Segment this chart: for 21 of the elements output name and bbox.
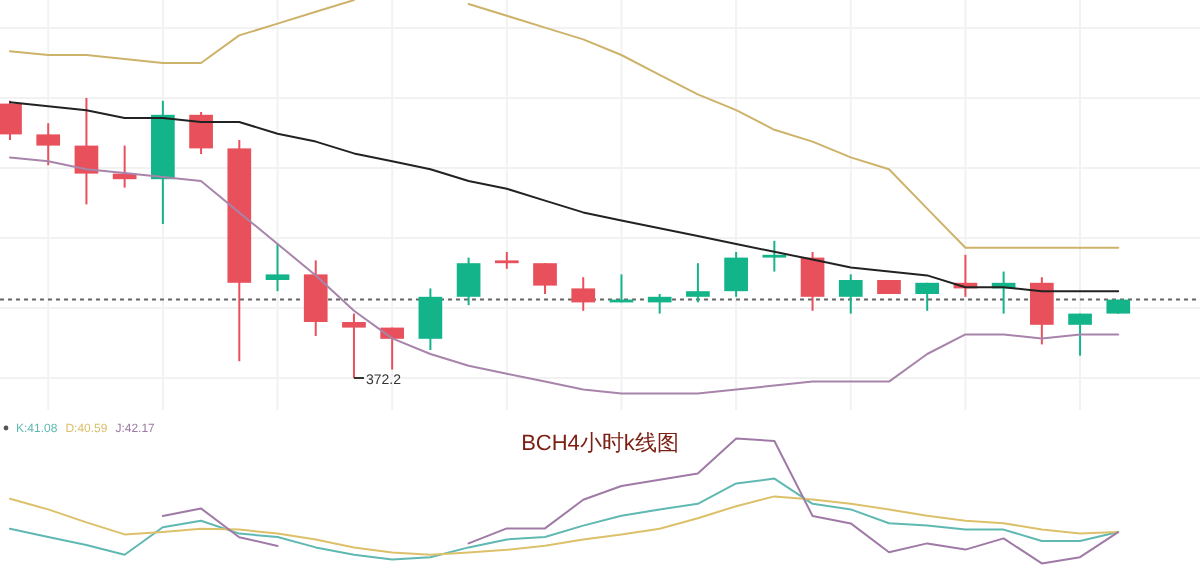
candlestick <box>303 259 328 337</box>
candlestick <box>74 97 99 206</box>
candlestick <box>762 239 787 273</box>
candlestick <box>36 122 61 167</box>
candlestick <box>0 99 22 141</box>
candlestick <box>189 111 213 155</box>
candlestick <box>686 262 710 304</box>
chart-title: BCH4小时k线图 <box>521 430 679 456</box>
candlestick <box>1068 312 1092 357</box>
candlestick <box>1030 276 1054 346</box>
candlestick <box>800 251 825 312</box>
candlestick <box>533 262 557 295</box>
candlestick <box>456 256 481 307</box>
candlestick <box>724 251 748 298</box>
candlestick <box>838 273 863 315</box>
candlestick <box>418 287 443 351</box>
candlestick <box>915 281 940 312</box>
candlestick <box>647 293 672 315</box>
candlestick <box>571 276 596 312</box>
candlestick <box>342 312 366 379</box>
candlestick <box>265 242 290 293</box>
